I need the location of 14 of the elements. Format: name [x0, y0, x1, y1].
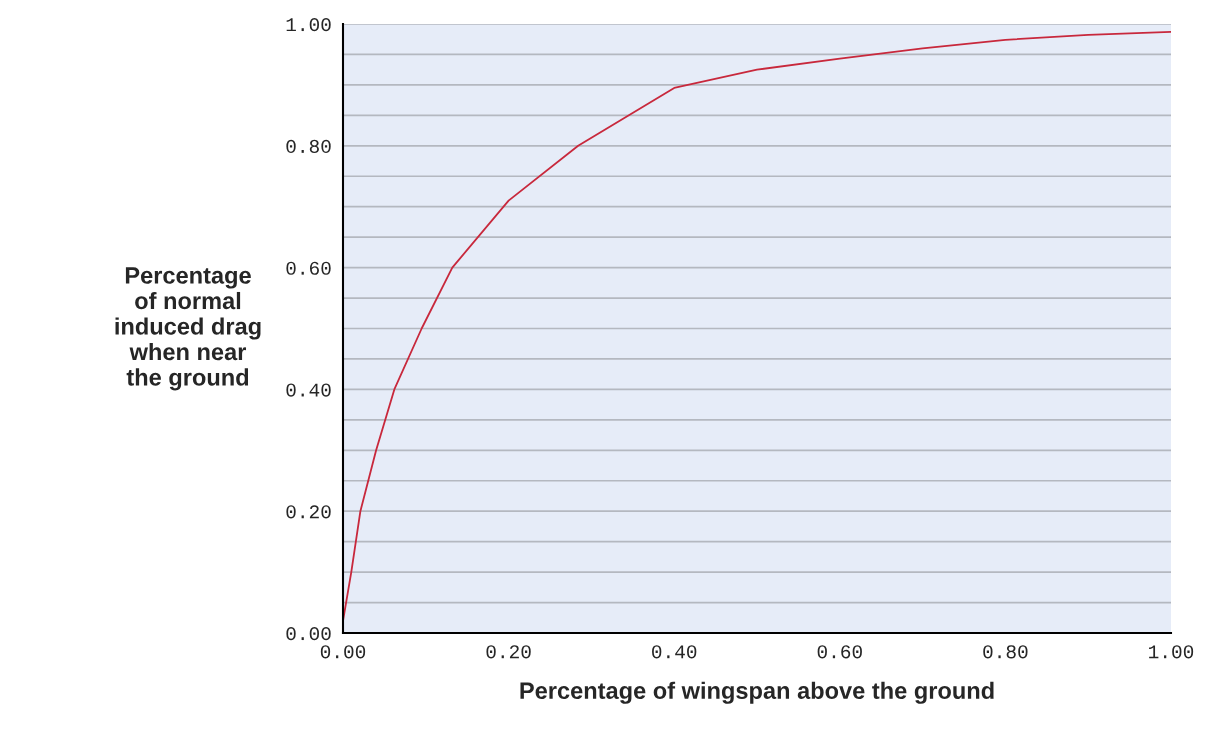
x-tick-label: 0.20 — [486, 645, 531, 659]
x-tick-label: 0.60 — [817, 645, 862, 659]
x-axis-title: Percentage of wingspan above the ground — [520, 681, 994, 704]
y-tick-label: 1.00 — [286, 18, 331, 32]
y-tick-label: 0.40 — [286, 383, 331, 397]
y-tick-label: 0.60 — [286, 261, 331, 275]
y-tick-label: 0.20 — [286, 505, 331, 519]
x-tick-label: 1.00 — [1149, 645, 1194, 659]
y-tick-label: 0.00 — [286, 627, 331, 641]
y-tick-label: 0.80 — [286, 139, 331, 154]
x-tick-label: 0.00 — [320, 645, 366, 659]
x-tick-label: 0.80 — [983, 645, 1028, 659]
x-tick-label: 0.40 — [652, 645, 697, 659]
y-axis-title: Percentage of normal induced drag when near the ground — [115, 267, 261, 391]
